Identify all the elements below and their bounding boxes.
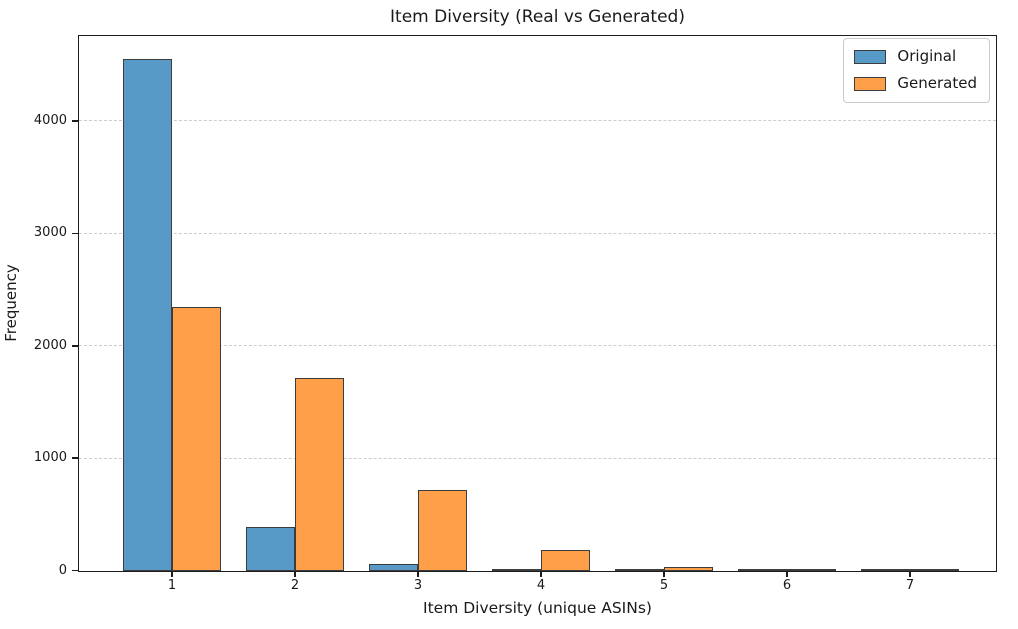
x-axis-title: Item Diversity (unique ASINs) <box>423 599 652 617</box>
gridline-4000 <box>79 120 996 122</box>
chart-title: Item Diversity (Real vs Generated) <box>390 7 685 27</box>
bar-generated-x3 <box>417 489 467 571</box>
bar-generated-x7 <box>909 569 959 571</box>
bar-original-x1 <box>122 59 172 571</box>
gridline-3000 <box>79 232 996 234</box>
bar-original-x6 <box>737 569 787 571</box>
y-tick-0 <box>72 569 78 572</box>
x-tick-6 <box>786 570 788 577</box>
x-axis: 1 2 3 4 5 6 7 <box>78 570 997 599</box>
y-tick-label-1000: 1000 <box>33 450 67 466</box>
x-tick-label-3: 3 <box>413 577 423 593</box>
legend-swatch-original-icon <box>854 49 887 64</box>
legend: Original Generated <box>843 38 990 103</box>
x-tick-5 <box>663 570 665 577</box>
x-tick-3 <box>417 570 419 577</box>
x-tick-1 <box>171 570 173 577</box>
y-tick-label-2000: 2000 <box>33 337 67 353</box>
bar-generated-x4 <box>540 550 590 571</box>
bar-original-x5 <box>614 569 664 571</box>
bar-original-x4 <box>491 568 541 571</box>
x-tick-7 <box>909 570 911 577</box>
bar-original-x7 <box>860 569 910 571</box>
y-tick-3000 <box>72 232 78 235</box>
x-tick-label-6: 6 <box>782 577 792 593</box>
x-tick-label-2: 2 <box>290 577 300 593</box>
bar-generated-x2 <box>294 377 344 571</box>
x-tick-label-4: 4 <box>536 577 546 593</box>
bar-generated-x6 <box>786 569 836 571</box>
y-tick-4000 <box>72 120 78 122</box>
y-tick-1000 <box>72 457 78 459</box>
legend-label-original: Original <box>897 47 957 65</box>
legend-swatch-generated-icon <box>854 76 887 91</box>
x-tick-label-7: 7 <box>905 577 915 593</box>
bar-generated-x1 <box>171 306 221 571</box>
y-tick-label-0: 0 <box>58 562 67 578</box>
y-tick-label-4000: 4000 <box>33 112 67 128</box>
y-axis: 0 1000 2000 3000 4000 <box>0 35 78 578</box>
bar-generated-x5 <box>663 566 713 571</box>
legend-label-generated: Generated <box>897 74 977 92</box>
x-tick-label-1: 1 <box>167 577 177 593</box>
legend-item-original: Original <box>854 47 977 66</box>
y-tick-label-3000: 3000 <box>33 225 67 241</box>
bar-original-x3 <box>368 564 418 571</box>
gridline-1000 <box>79 457 996 459</box>
x-tick-4 <box>540 570 542 577</box>
legend-item-generated: Generated <box>854 74 977 93</box>
x-tick-2 <box>294 570 296 577</box>
bar-original-x2 <box>245 527 295 571</box>
y-tick-2000 <box>72 345 78 347</box>
gridline-2000 <box>79 345 996 347</box>
plot-area <box>78 35 997 572</box>
x-tick-label-5: 5 <box>659 577 669 593</box>
